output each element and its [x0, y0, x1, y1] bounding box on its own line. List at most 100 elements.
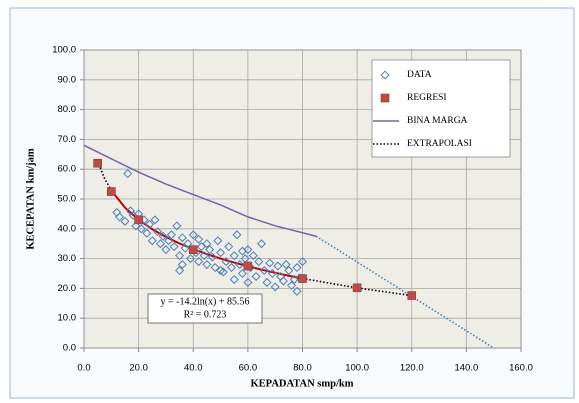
legend-label: REGRESI: [407, 93, 447, 103]
data-point: [175, 266, 185, 276]
data-point: [186, 254, 196, 264]
data-point: [297, 257, 308, 267]
data-point: [142, 228, 152, 238]
x-tick-label: 160.0: [509, 363, 533, 374]
regression-point: [134, 215, 143, 225]
data-point: [172, 221, 182, 231]
data-point: [254, 257, 264, 267]
x-tick-label: 40.0: [184, 363, 203, 374]
y-tick-label: 100.0: [52, 45, 76, 56]
data-point: [216, 266, 226, 276]
y-tick-label: 50.0: [58, 194, 77, 205]
x-tick-label: 120.0: [400, 363, 424, 374]
data-point: [243, 245, 253, 255]
data-point: [205, 245, 215, 255]
data-point: [229, 251, 239, 261]
data-point: [210, 263, 220, 273]
data-point: [145, 219, 155, 229]
x-tick-label: 60.0: [239, 363, 258, 374]
data-point: [161, 245, 171, 255]
legend-label: BINA MARGA: [407, 116, 468, 126]
legend-swatch: [380, 93, 390, 103]
data-point: [202, 260, 212, 270]
data-point: [259, 266, 269, 276]
data-point: [177, 260, 187, 270]
data-point: [265, 258, 275, 268]
x-tick-label: 20.0: [129, 363, 148, 374]
data-point: [120, 216, 130, 226]
data-point: [221, 257, 231, 267]
data-point: [235, 260, 245, 270]
x-tick-label: 100.0: [345, 363, 369, 374]
regression-point: [352, 283, 362, 293]
x-axis-title: KEPADATAN smp/km: [251, 378, 354, 389]
annotation-box: [147, 293, 263, 324]
data-point: [158, 231, 168, 241]
data-point: [262, 277, 272, 287]
data-point: [229, 274, 239, 284]
data-point: [164, 236, 174, 246]
regression-point: [407, 291, 417, 300]
data-point: [153, 227, 163, 237]
data-point: [237, 268, 247, 279]
plot-border: [83, 49, 522, 349]
data-point: [196, 242, 206, 252]
data-point: [213, 236, 223, 246]
regression-point: [107, 187, 116, 196]
x-tick-label: 0.0: [77, 363, 90, 374]
legend-label: EXTRAPOLASI: [407, 139, 472, 149]
data-point: [150, 215, 160, 225]
data-point: [169, 242, 179, 252]
y-tick-label: 80.0: [58, 104, 77, 115]
data-point: [251, 271, 261, 281]
y-tick-label: 60.0: [58, 164, 77, 175]
dotted-line: [96, 160, 412, 297]
data-point: [273, 261, 283, 271]
data-point: [224, 242, 234, 252]
data-point: [207, 252, 217, 262]
data-point: [257, 239, 267, 249]
data-point: [166, 230, 176, 240]
legend: DATA REGRESI BINA MARGA EXTRAPOLASI: [373, 70, 472, 149]
legend-label: DATA: [407, 70, 432, 80]
data-point: [232, 230, 242, 240]
data-point: [136, 224, 146, 234]
equation: y = -14.2ln(x) + 85.56: [160, 296, 249, 307]
regression-point: [298, 274, 307, 283]
data-point: [243, 277, 253, 287]
data-point: [202, 239, 212, 249]
data-point: [267, 268, 277, 279]
data-point: [147, 236, 157, 246]
y-axis-title: KECEPATAN km/jam: [25, 148, 36, 249]
data-point: [183, 239, 193, 249]
y-tick-label: 10.0: [58, 313, 77, 324]
data-point: [292, 286, 302, 296]
data-point: [270, 282, 280, 292]
data-point: [237, 246, 247, 256]
x-tick-label: 80.0: [293, 363, 312, 374]
data-point: [131, 221, 141, 231]
data-point: [292, 263, 302, 273]
data-point: [199, 251, 209, 261]
regression-point: [243, 261, 253, 271]
regression-point: [188, 245, 198, 254]
y-tick-label: 40.0: [58, 223, 77, 234]
data-point: [218, 267, 228, 277]
legend-swatch: [380, 70, 390, 80]
y-tick-label: 90.0: [58, 74, 77, 85]
y-tick-label: 20.0: [58, 283, 77, 294]
data-point: [226, 263, 236, 273]
x-tick-label: 140.0: [454, 363, 478, 374]
y-tick-label: 30.0: [58, 253, 77, 264]
data-point: [284, 266, 294, 276]
y-tick-label: 0.0: [63, 343, 76, 354]
data-point: [287, 280, 297, 290]
legend-box: [371, 59, 511, 158]
data-point: [188, 230, 198, 240]
r-squared: R² = 0.723: [184, 309, 227, 320]
data-point: [248, 251, 258, 261]
data-point: [194, 234, 204, 244]
data-point: [281, 260, 291, 270]
